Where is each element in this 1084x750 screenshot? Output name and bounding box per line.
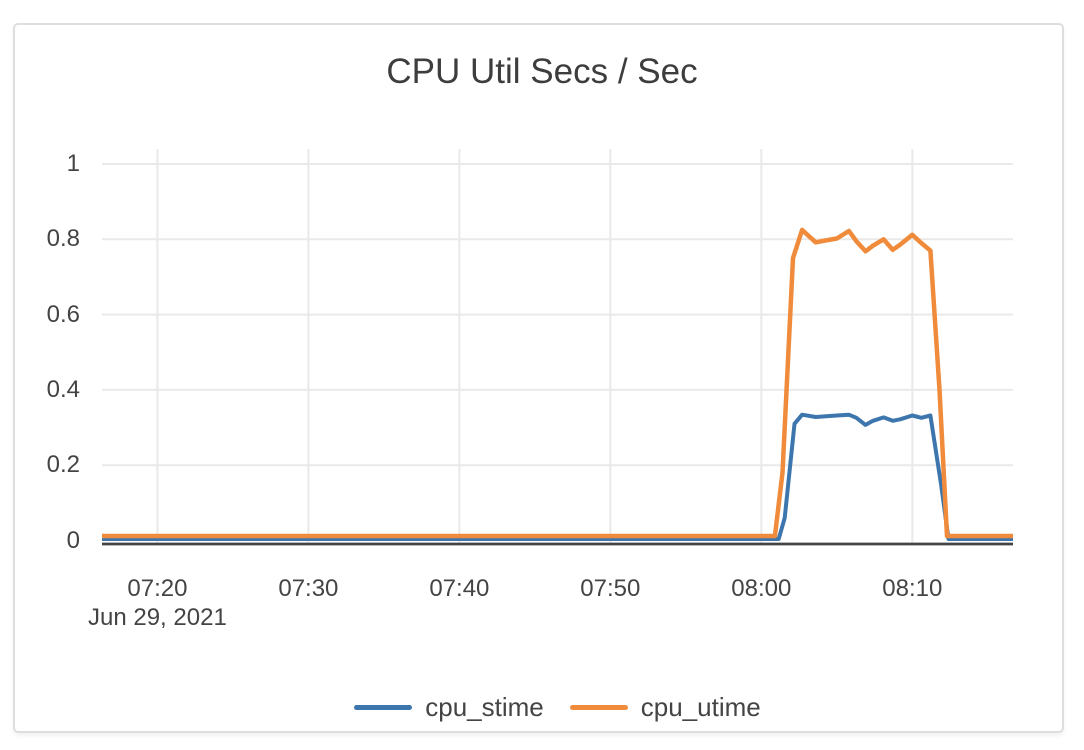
legend-item-cpu_stime[interactable]: cpu_stime xyxy=(354,692,544,723)
legend-label: cpu_stime xyxy=(425,691,544,722)
x-tick-label: 08:10 xyxy=(882,575,943,602)
y-tick-label: 1 xyxy=(66,150,80,177)
y-tick-label: 0.2 xyxy=(46,451,80,479)
x-tick-label: 07:50 xyxy=(580,575,641,602)
x-axis-date-label: Jun 29, 2021 xyxy=(88,604,227,631)
y-tick-label: 0.8 xyxy=(46,225,80,253)
y-tick-label: 0 xyxy=(66,526,80,554)
legend: cpu_stime cpu_utime xyxy=(102,690,1013,724)
legend-label: cpu_utime xyxy=(640,691,761,722)
legend-swatch-cpu_utime xyxy=(569,704,628,710)
chart-card xyxy=(13,23,1064,733)
x-tick-label: 07:20 xyxy=(127,575,188,602)
series-line-cpu_stime[interactable] xyxy=(102,412,1013,541)
x-tick-label: 08:00 xyxy=(731,575,792,602)
legend-swatch-cpu_stime xyxy=(354,704,413,710)
chart-title: CPU Util Secs / Sec xyxy=(386,52,698,91)
x-tick-label: 07:40 xyxy=(429,575,490,602)
y-tick-label: 0.4 xyxy=(46,375,80,403)
legend-item-cpu_utime[interactable]: cpu_utime xyxy=(569,691,761,723)
series-line-cpu_utime[interactable] xyxy=(102,227,1013,539)
x-tick-label: 07:30 xyxy=(278,575,339,602)
y-tick-label: 0.6 xyxy=(46,300,80,328)
